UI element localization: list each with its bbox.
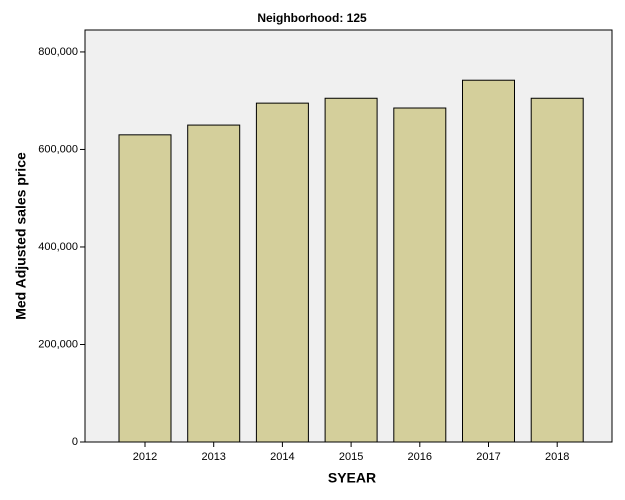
x-tick-label: 2013: [201, 451, 225, 463]
x-tick-label: 2016: [408, 451, 432, 463]
x-tick-label: 2012: [133, 451, 157, 463]
y-tick-label: 200,000: [38, 338, 78, 350]
x-axis-title: SYEAR: [328, 470, 376, 486]
x-tick-label: 2015: [339, 451, 363, 463]
y-tick-label: 0: [72, 436, 78, 448]
bar: [324, 97, 378, 443]
bar: [393, 107, 447, 443]
x-tick-label: 2017: [476, 451, 500, 463]
bar: [187, 124, 241, 443]
y-tick-label: 600,000: [38, 143, 78, 155]
bar: [255, 102, 309, 443]
chart-title: Neighborhood: 125: [257, 11, 367, 25]
x-tick-label: 2014: [270, 451, 294, 463]
y-tick-label: 800,000: [38, 46, 78, 58]
bar: [530, 97, 584, 443]
bar: [118, 134, 172, 443]
y-tick-label: 400,000: [38, 241, 78, 253]
bar: [462, 79, 515, 443]
x-tick-label: 2018: [545, 451, 569, 463]
y-axis-title: Med Adjusted sales price: [13, 152, 29, 320]
